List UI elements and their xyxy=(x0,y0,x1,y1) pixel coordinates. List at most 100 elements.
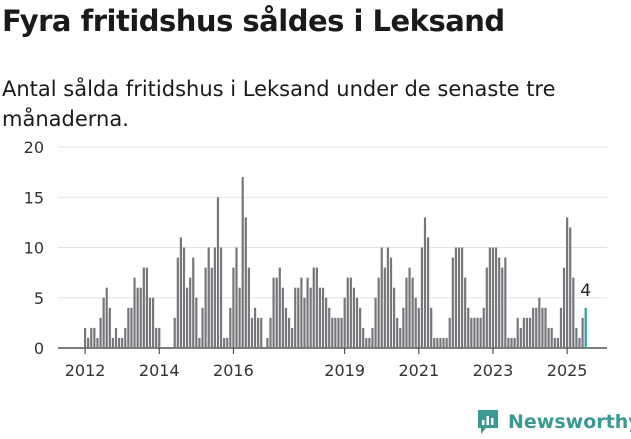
bar xyxy=(355,297,359,348)
bar xyxy=(368,337,371,348)
bar xyxy=(426,237,430,348)
bar xyxy=(439,337,442,348)
bar xyxy=(550,327,553,348)
bar xyxy=(253,307,257,348)
bar xyxy=(442,337,445,348)
bar xyxy=(281,287,284,348)
bar xyxy=(420,247,424,348)
bar xyxy=(402,307,405,348)
bar xyxy=(173,317,176,348)
bar xyxy=(519,327,522,348)
bar xyxy=(145,267,148,348)
bar xyxy=(340,317,343,348)
bar xyxy=(278,267,281,348)
bar xyxy=(556,337,559,348)
y-tick-label: 10 xyxy=(24,239,44,258)
chart-title: Fyra fritidshus såldes i Leksand xyxy=(2,4,505,38)
bar xyxy=(538,297,541,348)
bar xyxy=(525,317,529,348)
bar xyxy=(457,247,461,348)
bar xyxy=(423,217,427,348)
bar xyxy=(454,247,457,348)
bar xyxy=(389,257,393,348)
bar xyxy=(380,247,383,348)
bar xyxy=(291,327,294,348)
bar xyxy=(532,307,535,348)
y-tick-label: 20 xyxy=(24,138,44,157)
bar xyxy=(232,267,235,348)
bar xyxy=(155,327,158,348)
bar xyxy=(528,317,532,348)
bar xyxy=(553,337,556,348)
bar xyxy=(581,317,584,348)
bar xyxy=(575,327,578,348)
bar xyxy=(485,267,488,348)
bar xyxy=(559,307,563,348)
bar xyxy=(362,327,365,348)
x-tick-label: 2012 xyxy=(65,361,106,380)
bar xyxy=(223,337,226,348)
bar xyxy=(195,297,198,348)
bar xyxy=(430,307,433,348)
bar xyxy=(541,307,544,348)
bar xyxy=(494,247,498,348)
bar xyxy=(334,317,337,348)
bar xyxy=(260,317,263,348)
bar xyxy=(448,317,451,348)
bar xyxy=(393,287,396,348)
bar xyxy=(99,317,102,348)
bar xyxy=(207,247,210,348)
bar xyxy=(482,307,485,348)
bar xyxy=(300,277,303,348)
bar xyxy=(216,197,220,348)
x-tick-label: 2016 xyxy=(213,361,254,380)
bar xyxy=(349,277,352,348)
bar xyxy=(275,277,278,348)
bar xyxy=(117,337,121,348)
bar xyxy=(303,297,306,348)
x-tick-label: 2014 xyxy=(139,361,180,380)
brand-logo: Newsworthy xyxy=(476,408,631,436)
bar xyxy=(414,297,417,348)
bar xyxy=(460,247,464,348)
bar xyxy=(114,327,118,348)
bar xyxy=(272,277,275,348)
bar xyxy=(464,277,467,348)
bar xyxy=(321,287,325,348)
x-tick-label: 2019 xyxy=(324,361,365,380)
bar xyxy=(198,337,201,348)
bar xyxy=(535,307,538,348)
bar xyxy=(210,267,213,348)
bar xyxy=(182,247,186,348)
bar xyxy=(201,307,204,348)
bar xyxy=(318,287,322,348)
bar xyxy=(498,257,501,348)
bar xyxy=(352,287,356,348)
bar xyxy=(238,287,241,348)
bar xyxy=(396,317,399,348)
bar xyxy=(411,277,414,348)
bar xyxy=(504,257,507,348)
bar xyxy=(284,307,288,348)
bar xyxy=(467,307,470,348)
bar xyxy=(513,337,516,348)
bar xyxy=(142,267,145,348)
bar xyxy=(179,237,182,348)
bar xyxy=(226,337,229,348)
bar xyxy=(445,337,448,348)
bar xyxy=(510,337,513,348)
bar xyxy=(130,307,133,348)
bar xyxy=(359,307,362,348)
bar xyxy=(309,287,312,348)
bar xyxy=(386,247,390,348)
bar xyxy=(185,287,189,348)
bar xyxy=(365,337,368,348)
bar xyxy=(476,317,479,348)
bar xyxy=(408,267,411,348)
bar xyxy=(244,217,247,348)
bar xyxy=(516,317,519,348)
bar xyxy=(176,257,179,348)
bar xyxy=(337,317,340,348)
bar xyxy=(399,327,402,348)
bar xyxy=(371,327,374,348)
